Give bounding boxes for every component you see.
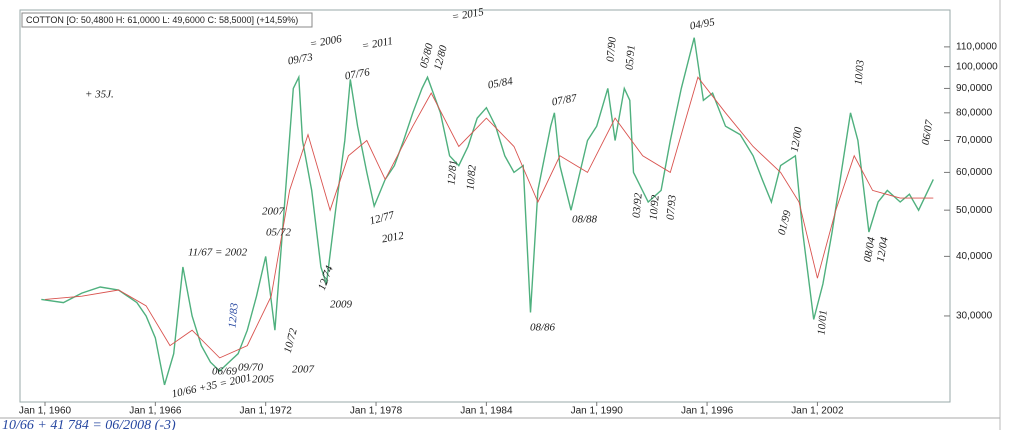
annotation: 10/82 (465, 164, 479, 191)
annotation: 07/93 (665, 194, 679, 221)
y-tick-label: 50,0000 (956, 205, 993, 216)
annotation: 07/90 (605, 36, 619, 63)
y-tick-label: 70,0000 (956, 135, 993, 146)
annotation: 08/86 (530, 322, 556, 334)
annotation: 12/83 (227, 302, 241, 329)
y-tick-label: 40,0000 (956, 251, 993, 262)
x-tick-label: Jan 1, 1990 (571, 406, 624, 417)
price-line (41, 37, 934, 386)
annotation: 12/00 (789, 126, 805, 153)
annotation: 08/04 (862, 236, 878, 263)
y-tick-label: 60,0000 (956, 167, 993, 178)
annotation: 08/88 (572, 214, 598, 226)
annotation: 10/03 (853, 59, 867, 86)
annotation: 2012 (381, 230, 405, 246)
chart-title: COTTON [O: 50,4800 H: 61,0000 L: 49,6000… (26, 15, 298, 25)
annotation: 11/67 = 2002 (188, 247, 248, 259)
annotation: 06/07 (920, 119, 936, 146)
x-tick-label: Jan 1, 1984 (460, 406, 513, 417)
annotation: + 35J. (85, 89, 114, 101)
annotation: 09/70 (238, 362, 264, 374)
annotation: 2007 (262, 206, 285, 218)
annotation: 07/76 (344, 66, 371, 82)
x-tick-label: Jan 1, 1996 (681, 406, 734, 417)
y-tick-label: 110,0000 (956, 42, 997, 53)
annotation: 12/81 (446, 159, 460, 185)
y-tick-label: 90,0000 (956, 83, 993, 94)
annotation: 05/84 (487, 75, 514, 91)
annotation: 04/95 (689, 16, 716, 32)
x-tick-label: Jan 1, 1978 (350, 406, 403, 417)
footnote: 10/66 + 41 784 = 06/2008 (-3) (2, 418, 176, 430)
annotation: 06/69 (212, 366, 238, 378)
annotation: 2009 (330, 299, 353, 311)
y-tick-label: 80,0000 (956, 107, 993, 118)
x-tick-label: Jan 1, 1966 (129, 406, 182, 417)
annotation: 12/04 (875, 236, 891, 263)
annotation: = 2006 (309, 33, 343, 50)
annotation: 05/72 (266, 227, 292, 239)
price-line (44, 76, 934, 359)
annotation: 2005 (252, 374, 275, 386)
plot-frame (19, 9, 951, 403)
x-tick-label: Jan 1, 1960 (19, 406, 72, 417)
x-tick-label: Jan 1, 2002 (791, 406, 844, 417)
annotation: 05/91 (624, 44, 638, 70)
annotation: = 2011 (361, 35, 394, 52)
annotation: 2007 (292, 364, 315, 376)
annotation: 03/92 (631, 192, 645, 219)
annotation: = 2015 (451, 6, 485, 23)
annotation: 09/73 (287, 51, 314, 67)
x-tick-label: Jan 1, 1972 (240, 406, 293, 417)
title-box (21, 12, 313, 28)
annotation: 10/92 (648, 194, 662, 221)
annotation: 10/01 (816, 309, 830, 335)
annotation: 07/87 (551, 92, 578, 108)
y-tick-label: 100,0000 (956, 61, 998, 72)
y-tick-label: 30,0000 (956, 311, 993, 322)
